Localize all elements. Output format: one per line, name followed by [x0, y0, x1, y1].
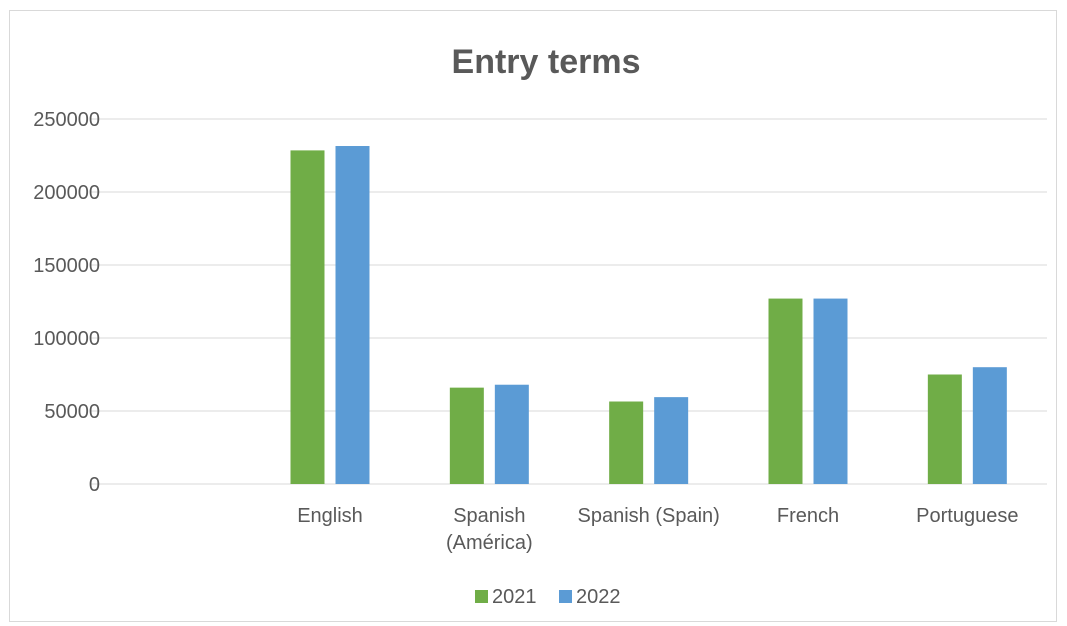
- bar-2021: [768, 298, 803, 484]
- y-tick-label: 250000: [33, 109, 100, 131]
- x-category-label: (América): [446, 532, 533, 554]
- bar-2022: [335, 146, 370, 484]
- x-category-label: English: [297, 505, 363, 527]
- y-tick-label: 100000: [33, 328, 100, 350]
- x-category-label: French: [777, 505, 839, 527]
- x-axis-category-labels: English Spanish (América) Spanish (Spain) Fr…: [297, 505, 1018, 554]
- bar-2022: [654, 397, 689, 484]
- y-tick-label: 0: [89, 474, 100, 496]
- y-tick-label: 50000: [44, 401, 100, 423]
- bar-2022: [972, 367, 1007, 484]
- x-category-label: Spanish: [453, 505, 525, 527]
- x-category-label: Spanish (Spain): [578, 505, 720, 527]
- y-tick-label: 150000: [33, 255, 100, 277]
- legend-swatch-2021: [475, 590, 488, 603]
- chart-title: Entry terms: [452, 43, 641, 81]
- bar-2022: [813, 298, 848, 484]
- legend-swatch-2022: [559, 590, 572, 603]
- legend: 2021 2022: [475, 586, 621, 608]
- chart-area: Entry terms 0 50000 100000 150000 200000 2500…: [9, 10, 1057, 622]
- bar-2021: [449, 387, 484, 484]
- bar-chart: Entry terms 0 50000 100000 150000 200000 2500…: [33, 43, 1047, 608]
- bar-2021: [290, 150, 325, 484]
- legend-label-2022: 2022: [576, 586, 621, 608]
- y-tick-label: 200000: [33, 182, 100, 204]
- bar-2021: [927, 374, 962, 484]
- bars: [290, 146, 1007, 484]
- bar-2021: [609, 401, 644, 484]
- bar-2022: [494, 384, 529, 484]
- legend-label-2021: 2021: [492, 586, 537, 608]
- y-axis-tick-labels: 0 50000 100000 150000 200000 250000: [33, 109, 100, 496]
- x-category-label: Portuguese: [916, 505, 1018, 527]
- gridlines: [91, 118, 1047, 485]
